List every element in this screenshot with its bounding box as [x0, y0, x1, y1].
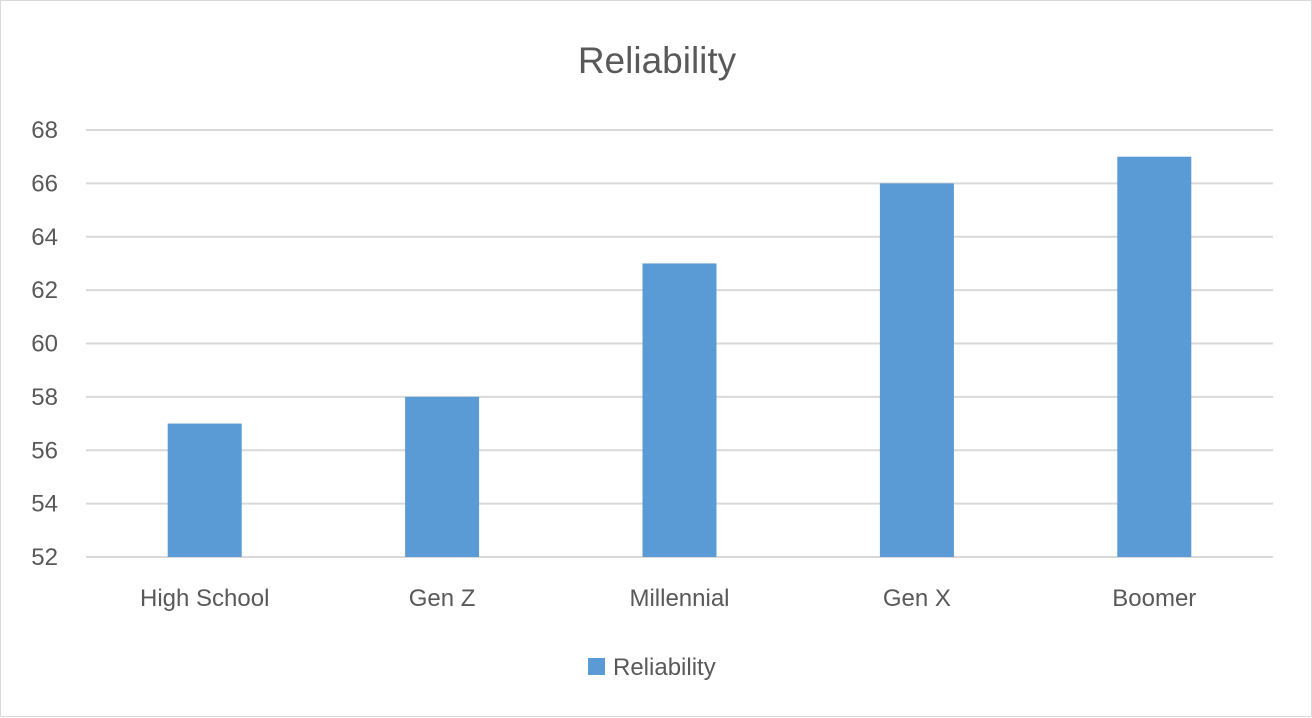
y-tick-label: 54 — [31, 491, 58, 518]
bars — [167, 156, 1192, 557]
legend: Reliability — [588, 654, 716, 681]
y-tick-label: 56 — [31, 437, 58, 464]
y-tick-label: 62 — [31, 277, 58, 304]
x-tick-label: Boomer — [1112, 585, 1196, 612]
legend-swatch-reliability — [588, 658, 605, 675]
chart-title: Reliability — [578, 40, 737, 81]
x-tick-label: High School — [140, 585, 269, 612]
y-axis-ticks: 52 54 56 58 60 62 64 66 68 — [31, 117, 58, 571]
y-tick-label: 64 — [31, 224, 58, 251]
y-tick-label: 60 — [31, 331, 58, 358]
x-tick-label: Gen Z — [409, 585, 476, 612]
y-tick-label: 66 — [31, 170, 58, 197]
bar-millennial — [642, 263, 717, 557]
y-tick-label: 52 — [31, 544, 58, 571]
bar-boomer — [1117, 156, 1192, 557]
legend-label-reliability: Reliability — [613, 654, 716, 681]
bar-gen-z — [405, 396, 480, 557]
x-tick-label: Gen X — [883, 585, 951, 612]
bar-high-school — [167, 423, 242, 557]
y-tick-label: 58 — [31, 384, 58, 411]
y-tick-label: 68 — [31, 117, 58, 144]
bar-gen-x — [879, 183, 954, 557]
x-tick-label: Millennial — [629, 585, 729, 612]
x-axis-ticks: High School Gen Z Millennial Gen X Boomer — [140, 585, 1196, 612]
